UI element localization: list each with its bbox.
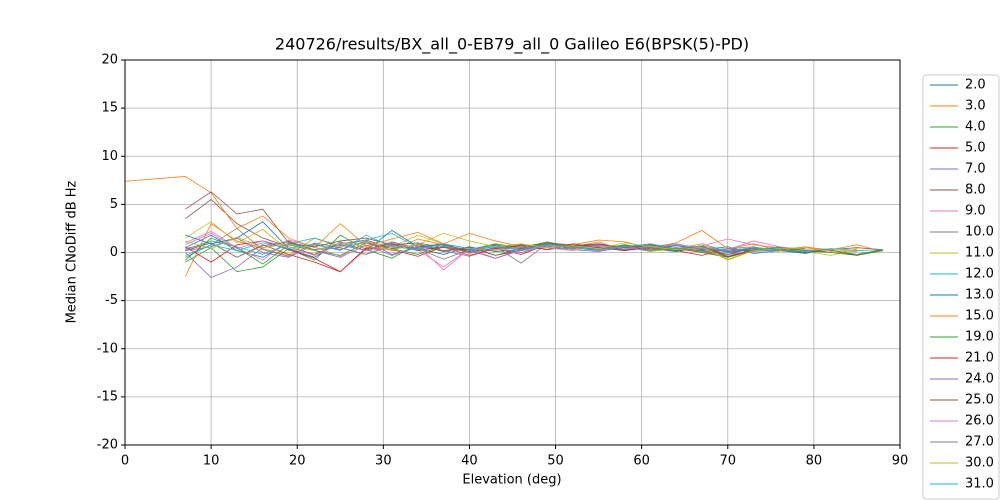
legend-label: 31.0 (965, 477, 994, 492)
legend-label: 4.0 (965, 120, 986, 135)
legend-box (922, 74, 1000, 500)
legend-label: 12.0 (965, 267, 994, 282)
legend-label: 13.0 (965, 288, 994, 303)
legend-label: 5.0 (965, 141, 986, 156)
legend-label: 21.0 (965, 351, 994, 366)
y-tick-label: 10 (101, 149, 118, 164)
legend-label: 2.0 (965, 78, 986, 93)
y-tick-label: 20 (101, 53, 118, 68)
x-tick-label: 20 (289, 454, 306, 469)
chart-title: 240726/results/BX_all_0-EB79_all_0 Galil… (275, 35, 749, 55)
y-tick-label: 15 (101, 101, 118, 116)
x-tick-label: 50 (547, 454, 564, 469)
legend-label: 25.0 (965, 393, 994, 408)
x-tick-label: 30 (375, 454, 392, 469)
x-tick-label: 90 (892, 454, 909, 469)
legend-label: 30.0 (965, 456, 994, 471)
x-tick-label: 0 (121, 454, 129, 469)
plot-frame (124, 59, 901, 446)
legend-label: 19.0 (965, 330, 994, 345)
y-tick-label: -20 (97, 438, 118, 453)
legend-label: 8.0 (965, 183, 986, 198)
series-line (185, 234, 883, 256)
legend-label: 11.0 (965, 246, 994, 261)
legend-label: 26.0 (965, 414, 994, 429)
x-axis-label: Elevation (deg) (462, 473, 561, 488)
legend-label: 3.0 (965, 99, 986, 114)
x-tick-label: 80 (806, 454, 823, 469)
x-tick-label: 60 (633, 454, 650, 469)
y-tick-label: -5 (105, 293, 118, 308)
legend-label: 9.0 (965, 204, 986, 219)
legend-label: 27.0 (965, 435, 994, 450)
series-line (185, 230, 832, 268)
y-tick-label: 0 (110, 245, 118, 260)
legend-label: 7.0 (965, 162, 986, 177)
y-tick-label: 5 (110, 197, 118, 212)
x-tick-label: 40 (461, 454, 478, 469)
x-tick-label: 10 (203, 454, 220, 469)
y-tick-label: -10 (97, 341, 118, 356)
legend-label: 24.0 (965, 372, 994, 387)
legend-label: 10.0 (965, 225, 994, 240)
y-tick-label: -15 (97, 389, 118, 404)
series-line (185, 232, 857, 260)
y-axis-label: Median CNoDiff dB Hz (65, 180, 80, 323)
x-tick-label: 70 (720, 454, 737, 469)
legend-label: 15.0 (965, 309, 994, 324)
